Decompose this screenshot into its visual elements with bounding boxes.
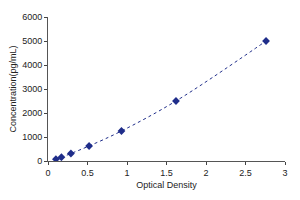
svg-text:1000: 1000	[22, 132, 42, 142]
svg-text:2000: 2000	[22, 108, 42, 118]
svg-text:1.5: 1.5	[160, 168, 173, 178]
svg-text:2: 2	[203, 168, 208, 178]
svg-text:3: 3	[282, 168, 287, 178]
svg-text:0: 0	[45, 168, 50, 178]
svg-text:Optical Density: Optical Density	[136, 180, 197, 190]
svg-text:2.5: 2.5	[239, 168, 252, 178]
svg-text:1: 1	[124, 168, 129, 178]
svg-text:6000: 6000	[22, 12, 42, 22]
svg-text:4000: 4000	[22, 60, 42, 70]
svg-text:Concentration(pg/mL): Concentration(pg/mL)	[8, 45, 18, 132]
svg-text:0: 0	[37, 156, 42, 166]
svg-text:3000: 3000	[22, 84, 42, 94]
svg-text:0.5: 0.5	[81, 168, 94, 178]
svg-text:5000: 5000	[22, 36, 42, 46]
